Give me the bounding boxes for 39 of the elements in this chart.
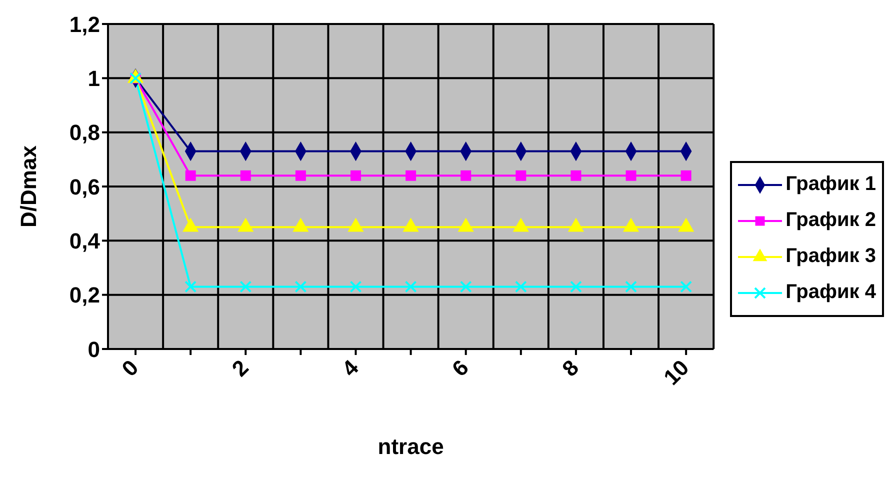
point <box>460 170 472 181</box>
point <box>350 280 362 293</box>
point <box>294 280 307 293</box>
point <box>570 280 582 293</box>
y-tick-label: 1,2 <box>69 12 100 37</box>
y-tick-label: 0,8 <box>69 120 100 146</box>
point <box>514 280 527 293</box>
legend-label: График 3 <box>786 245 876 268</box>
point <box>240 280 252 293</box>
point <box>404 280 417 293</box>
point <box>406 170 416 181</box>
legend-label: График 4 <box>786 281 876 304</box>
y-axis-title: D/Dmax <box>16 144 41 228</box>
y-tick-label: 0,4 <box>69 228 101 254</box>
x-tick-label: 10 <box>658 354 694 390</box>
point <box>240 170 251 181</box>
legend-label: График 1 <box>786 173 876 196</box>
point <box>516 170 526 181</box>
point <box>350 170 361 181</box>
x-tick-label: 8 <box>557 354 584 382</box>
x-tick-label: 4 <box>337 354 364 382</box>
y-tick-label: 0,6 <box>69 174 100 200</box>
y-tick-label: 0 <box>88 336 100 362</box>
point <box>295 170 306 181</box>
point <box>625 280 638 293</box>
point <box>570 170 582 181</box>
point <box>680 170 692 181</box>
legend-label: График 2 <box>786 209 876 232</box>
point <box>460 280 472 293</box>
x-tick-label: 0 <box>116 354 144 382</box>
y-tick-label: 0,2 <box>69 282 100 308</box>
point <box>185 170 196 181</box>
point <box>626 170 636 181</box>
point <box>184 280 197 293</box>
x-tick-label: 2 <box>226 354 254 382</box>
point <box>680 280 692 293</box>
y-tick-label: 1 <box>88 66 100 91</box>
x-tick-label: 6 <box>447 354 474 382</box>
x-axis-title: ntrace <box>378 434 444 459</box>
